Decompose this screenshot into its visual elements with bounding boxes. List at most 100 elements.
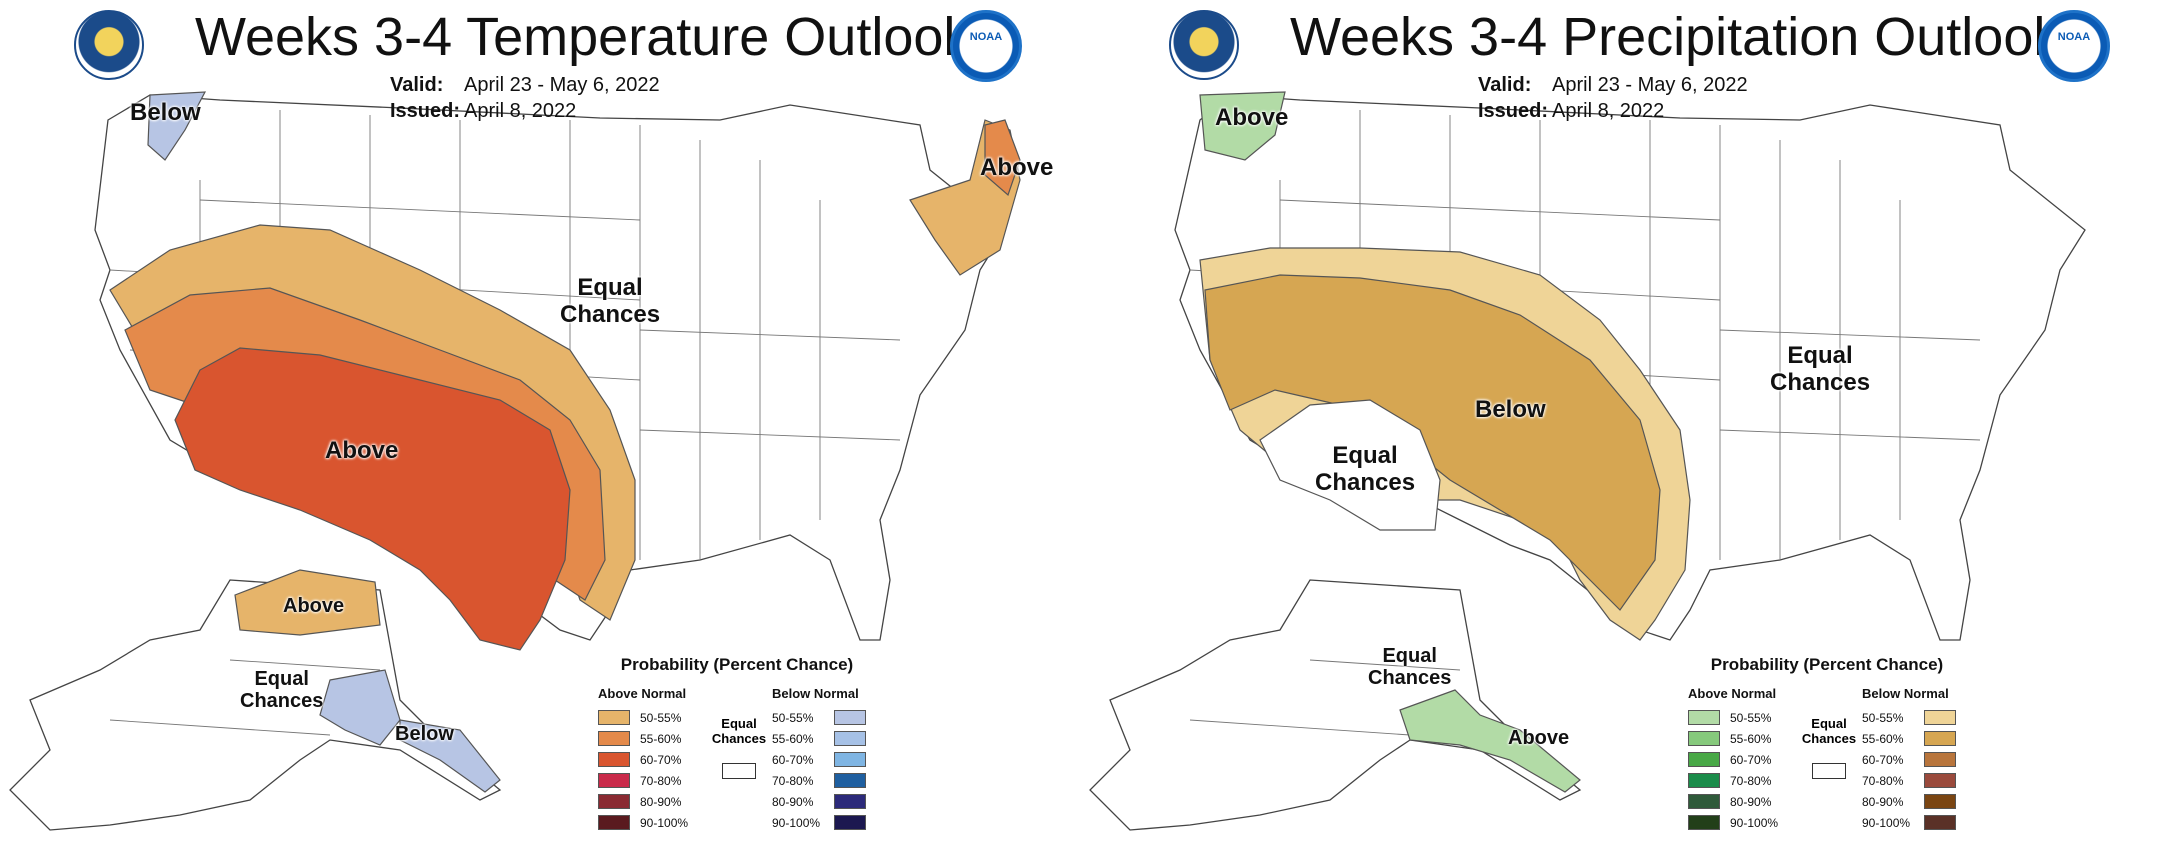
issued-row: Issued: April 8, 2022 — [1478, 100, 1665, 122]
label-alaska-west: Equal Chances — [240, 668, 324, 713]
legend-equal-label: Equal Chances — [1801, 716, 1857, 746]
alaska-north-above-area — [234, 569, 381, 636]
legend-swatch — [598, 815, 630, 830]
legend-swatch — [1688, 794, 1720, 809]
legend-row-label: 70-80% — [1862, 773, 1904, 788]
legend-row: 90-100% — [1688, 812, 1778, 833]
alaska-outline — [1089, 579, 1582, 831]
label-alaska-south: Below — [395, 723, 454, 745]
legend-row: 70-80% — [1688, 770, 1778, 791]
legend-swatch — [598, 752, 630, 767]
label-alaska-north: Equal Chances — [1368, 645, 1452, 690]
label-alaska-north: Above — [283, 595, 345, 617]
alaska-southeast-above-area — [1399, 689, 1581, 793]
label-central: Below — [1475, 396, 1546, 423]
label-southwest: Above — [325, 437, 399, 464]
valid-row: Valid: April 23 - May 6, 2022 — [1478, 74, 1748, 96]
legend-row-label: 50-55% — [1862, 710, 1904, 725]
legend-swatch — [834, 752, 866, 767]
alaska-panhandle-below-area — [399, 719, 501, 793]
southwest-above-60-area — [174, 347, 571, 651]
legend-row-label: 70-80% — [1730, 773, 1772, 788]
legend-above-header: Above Normal — [1688, 686, 1777, 701]
legend-row: 70-80% — [598, 770, 688, 791]
legend-swatch — [1924, 773, 1956, 788]
noaa-logo-text: NOAA — [969, 31, 1003, 43]
valid-row: Valid: April 23 - May 6, 2022 — [390, 74, 660, 96]
commerce-seal-logo — [74, 10, 144, 80]
legend-row-label: 55-60% — [1862, 731, 1904, 746]
legend-row: 55-60% — [598, 728, 688, 749]
legend-row-label: 55-60% — [772, 731, 814, 746]
legend-row-label: 55-60% — [640, 731, 682, 746]
pnw-below-area — [147, 91, 207, 161]
label-central: Equal Chances — [560, 274, 661, 328]
legend-swatch — [598, 794, 630, 809]
legend-row: 60-70% — [1862, 749, 1956, 770]
legend-row-label: 90-100% — [640, 815, 689, 830]
pnw-above-area — [1199, 91, 1286, 161]
legend-row-label: 70-80% — [640, 773, 682, 788]
noaa-logo: NOAA — [950, 10, 1022, 82]
noaa-logo-text: NOAA — [2057, 31, 2091, 43]
legend-row: 90-100% — [772, 812, 866, 833]
alaska-southeast-below-area — [319, 669, 401, 746]
legend-row-label: 50-55% — [1730, 710, 1772, 725]
central-below-55-area — [1204, 274, 1661, 611]
legend-row-label: 80-90% — [1730, 794, 1772, 809]
legend-row-label: 90-100% — [1730, 815, 1779, 830]
legend-swatch — [1688, 773, 1720, 788]
legend-swatch — [1924, 752, 1956, 767]
issued-value: April 8, 2022 — [1552, 100, 1665, 122]
label-northeast: Above — [980, 154, 1054, 181]
legend-row-label: 80-90% — [772, 794, 814, 809]
legend-row: 90-100% — [598, 812, 688, 833]
precipitation-title: Weeks 3-4 Precipitation Outlook — [1290, 7, 2061, 67]
legend-row-label: 90-100% — [772, 815, 821, 830]
legend-below-column: 50-55% 55-60% 60-70% 70-80% 80-90% 90-100% — [1862, 707, 1956, 833]
noaa-logo: NOAA — [2038, 10, 2110, 82]
legend-below-header: Below Normal — [772, 686, 859, 701]
legend-equal-swatch — [1812, 763, 1846, 779]
legend-row: 50-55% — [772, 707, 866, 728]
legend-row-label: 55-60% — [1730, 731, 1772, 746]
legend-row-label: 50-55% — [772, 710, 814, 725]
legend-row: 80-90% — [1688, 791, 1778, 812]
legend-row: 55-60% — [1862, 728, 1956, 749]
legend-row: 50-55% — [1688, 707, 1778, 728]
legend-row: 80-90% — [772, 791, 866, 812]
legend-swatch — [598, 710, 630, 725]
legend-row: 60-70% — [598, 749, 688, 770]
legend-swatch — [834, 731, 866, 746]
temperature-dates: Valid: April 23 - May 6, 2022 Issued: Apri… — [390, 72, 660, 124]
legend-above-column: 50-55% 55-60% 60-70% 70-80% 80-90% 90-100% — [1688, 707, 1778, 833]
temperature-legend: Probability (Percent Chance) Above Norma… — [592, 655, 882, 835]
temperature-map — [9, 91, 1021, 831]
legend-above-column: 50-55% 55-60% 60-70% 70-80% 80-90% 90-100% — [598, 707, 688, 833]
legend-swatch — [834, 794, 866, 809]
legend-row: 50-55% — [598, 707, 688, 728]
southwest-equal-area — [1259, 399, 1441, 531]
legend-row: 55-60% — [772, 728, 866, 749]
legend-row-label: 80-90% — [640, 794, 682, 809]
issued-value: April 8, 2022 — [464, 100, 577, 122]
legend-row-label: 80-90% — [1862, 794, 1904, 809]
legend-row-label: 90-100% — [1862, 815, 1911, 830]
precipitation-outlook-panel: Weeks 3-4 Precipitation Outlook NOAA Val… — [1080, 0, 2160, 843]
valid-value: April 23 - May 6, 2022 — [464, 74, 660, 96]
legend-row: 60-70% — [772, 749, 866, 770]
legend-row: 55-60% — [1688, 728, 1778, 749]
legend-swatch — [598, 731, 630, 746]
label-alaska-south: Above — [1508, 727, 1570, 749]
legend-swatch — [1688, 815, 1720, 830]
legend-below-header: Below Normal — [1862, 686, 1949, 701]
legend-row-label: 60-70% — [772, 752, 814, 767]
legend-row-label: 70-80% — [772, 773, 814, 788]
legend-title: Probability (Percent Chance) — [1710, 655, 1944, 674]
legend-swatch — [1924, 731, 1956, 746]
legend-below-column: 50-55% 55-60% 60-70% 70-80% 80-90% 90-100% — [772, 707, 866, 833]
legend-swatch — [1924, 710, 1956, 725]
legend-swatch — [1924, 794, 1956, 809]
valid-value: April 23 - May 6, 2022 — [1552, 74, 1748, 96]
legend-swatch — [834, 710, 866, 725]
